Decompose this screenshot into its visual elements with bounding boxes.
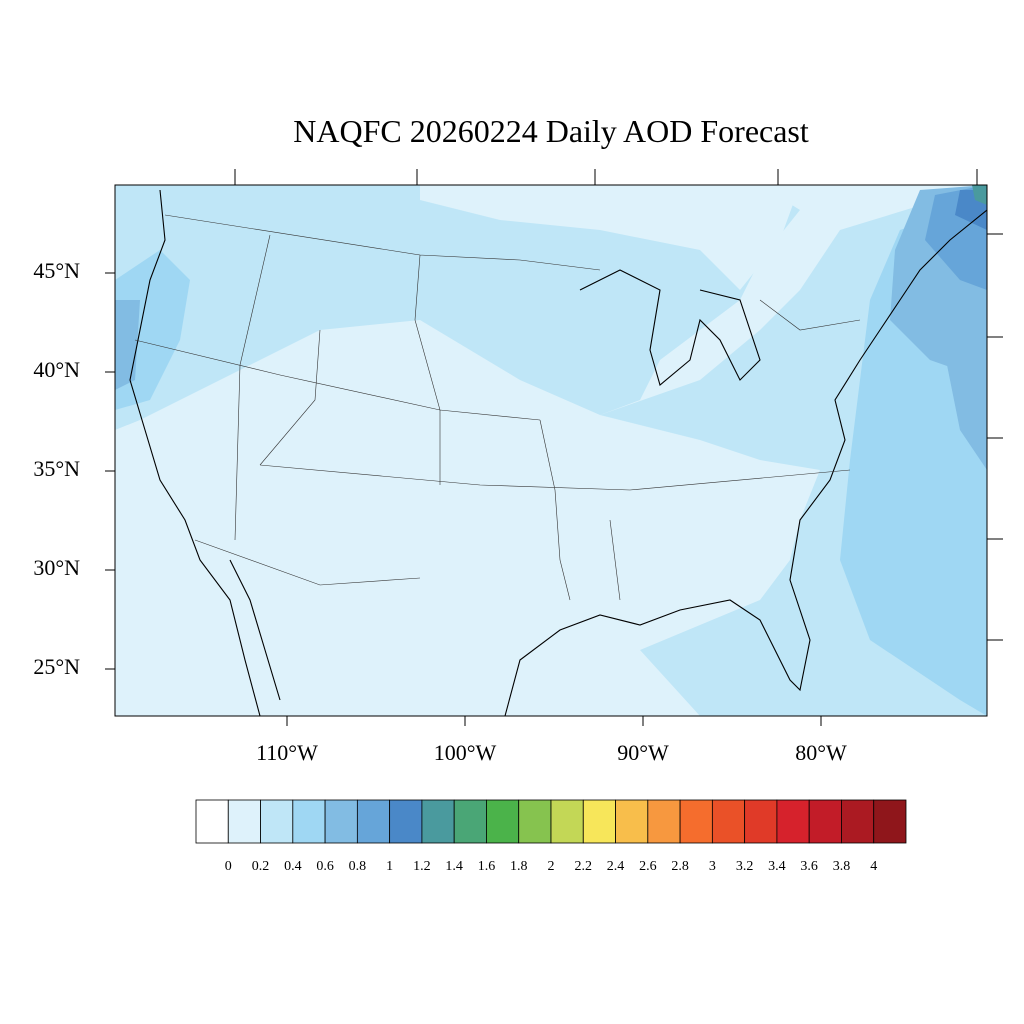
colorbar-swatch [518, 799, 552, 844]
colorbar-label: 0.4 [284, 859, 302, 874]
colorbar-label: 0.8 [349, 859, 367, 874]
ticks [105, 169, 1003, 726]
colorbar-swatch [776, 799, 810, 844]
colorbar-swatch [389, 799, 423, 844]
colorbar-label: 1.6 [478, 859, 496, 874]
colorbar-label: 3.2 [736, 859, 754, 874]
lat-label: 45°N [33, 258, 80, 283]
colorbar-swatch [841, 799, 875, 844]
colorbar-label: 1 [386, 859, 393, 874]
lon-label: 90°W [617, 740, 669, 765]
colorbar-swatch [195, 799, 229, 844]
colorbar-label: 1.2 [413, 859, 431, 874]
lat-label: 30°N [33, 555, 80, 580]
colorbar-label: 3.8 [833, 859, 851, 874]
colorbar-label: 1.8 [510, 859, 528, 874]
lon-label: 100°W [434, 740, 497, 765]
colorbar-swatch [421, 799, 455, 844]
colorbar-swatch [260, 799, 294, 844]
colorbar-label: 0.6 [316, 859, 334, 874]
colorbar-label: 2.4 [607, 859, 625, 874]
colorbar-swatch [615, 799, 649, 844]
colorbar-swatch [292, 799, 326, 844]
lat-label: 35°N [33, 456, 80, 481]
colorbar-swatch [808, 799, 842, 844]
colorbar-label: 3 [709, 859, 716, 874]
colorbar-swatch [550, 799, 584, 844]
colorbar-label: 2.2 [575, 859, 593, 874]
colorbar-swatch [582, 799, 616, 844]
colorbar-swatch [356, 799, 391, 844]
colorbar-swatch [679, 799, 713, 844]
colorbar-label: 3.6 [800, 859, 818, 874]
colorbar-swatch [873, 799, 907, 844]
colorbar-swatch [227, 799, 261, 844]
colorbar-swatch [711, 799, 746, 844]
aod-field [115, 185, 987, 716]
map-frame [114, 184, 988, 717]
colorbar-swatch [647, 799, 681, 844]
lat-label: 40°N [33, 357, 80, 382]
colorbar-swatch [324, 799, 358, 844]
colorbar-label: 2.8 [671, 859, 689, 874]
colorbar-label: 2.6 [639, 859, 657, 874]
colorbar: 0 0.2 0.4 0.6 0.8 1 1.2 1.4 1.6 1.8 2 2.2 2.4 2.6 2.8 3… [195, 799, 907, 874]
lon-label: 110°W [256, 740, 318, 765]
lat-label: 25°N [33, 654, 80, 679]
colorbar-label: 0 [225, 859, 232, 874]
colorbar-label: 3.4 [768, 859, 786, 874]
colorbar-swatch [486, 799, 520, 844]
map-title: NAQFC 20260224 Daily AOD Forecast [293, 113, 809, 149]
colorbar-label: 1.4 [445, 859, 463, 874]
lon-label: 80°W [795, 740, 847, 765]
colorbar-swatch [744, 799, 778, 844]
colorbar-label: 2 [548, 859, 555, 874]
colorbar-swatch [453, 799, 487, 844]
colorbar-label: 4 [870, 859, 877, 874]
colorbar-label: 0.2 [252, 859, 270, 874]
